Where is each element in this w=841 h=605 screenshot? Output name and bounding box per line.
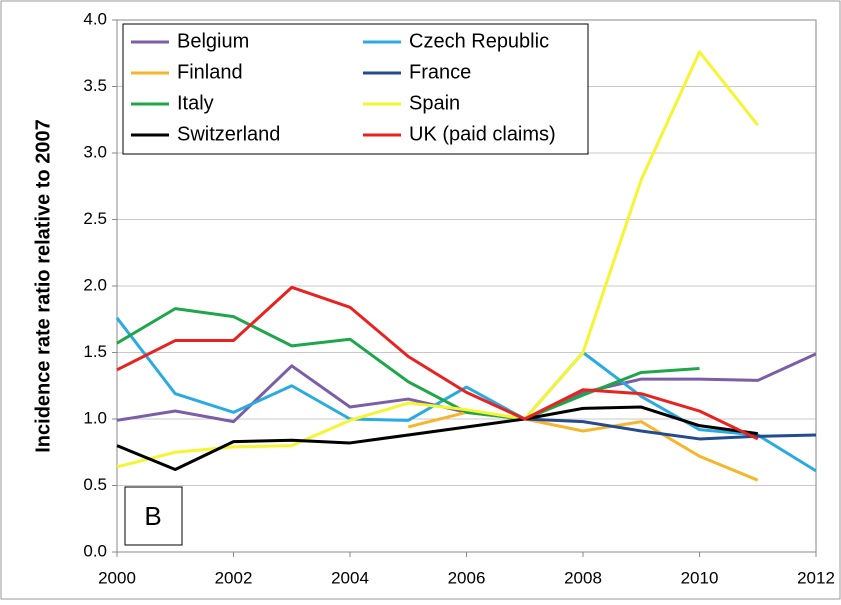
y-tick-label: 0.5	[83, 475, 107, 494]
annotation: B	[144, 501, 161, 531]
series-line	[524, 417, 817, 441]
y-tick-label: 2.0	[83, 275, 107, 294]
y-tick-label: 2.5	[83, 209, 107, 228]
series-line	[116, 405, 758, 472]
y-tick-label: 3.5	[83, 76, 107, 95]
legend-label: Spain	[409, 92, 460, 114]
legend-label: UK (paid claims)	[409, 123, 556, 145]
x-tick-label: 2010	[681, 568, 719, 587]
plot-border	[116, 19, 817, 553]
x-tick-label: 2006	[448, 568, 486, 587]
x-tick-label: 2008	[564, 568, 602, 587]
y-tick-label: 0.0	[83, 541, 107, 560]
series-line	[115, 317, 817, 473]
legend-label: Czech Republic	[409, 30, 549, 52]
annotation-box	[124, 486, 183, 546]
series-line	[116, 307, 700, 421]
legend-label: Italy	[177, 92, 214, 114]
x-tick-label: 2000	[98, 568, 136, 587]
x-tick-label: 2002	[215, 568, 253, 587]
legend-label: Switzerland	[177, 123, 280, 145]
y-tick-label: 1.0	[83, 408, 107, 427]
legend-label: Belgium	[177, 30, 249, 52]
series-line	[116, 285, 759, 441]
y-axis-label: Incidence rate ratio relative to 2007	[32, 119, 54, 453]
legend-label: France	[409, 61, 471, 83]
legend-label: Finland	[177, 61, 243, 83]
x-tick-label: 2004	[331, 568, 369, 587]
y-tick-label: 4.0	[83, 9, 107, 28]
legend-box	[122, 23, 589, 155]
y-tick-label: 3.0	[83, 142, 107, 161]
x-tick-label: 2012	[797, 568, 835, 587]
y-tick-label: 1.5	[83, 342, 107, 361]
